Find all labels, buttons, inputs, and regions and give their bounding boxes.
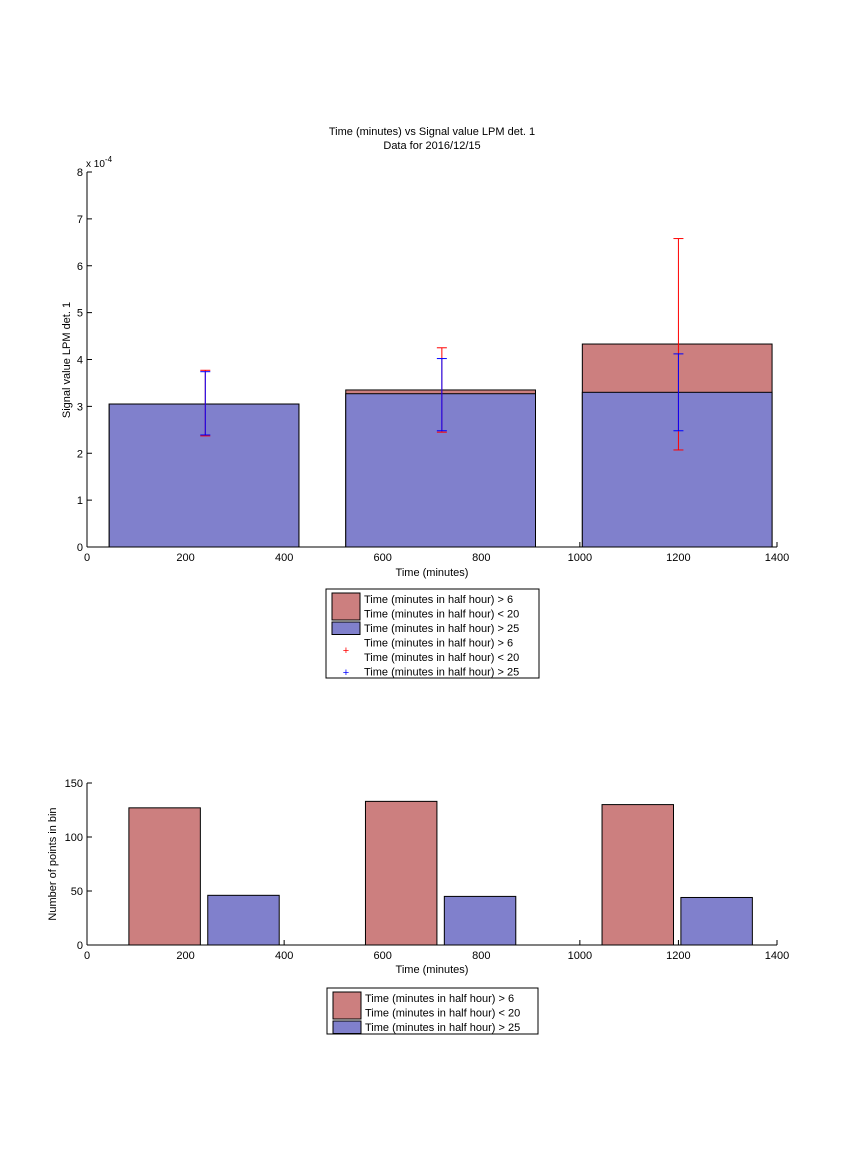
legend-swatch [332,991,362,1020]
svg-text:x 10-4: x 10-4 [86,155,113,170]
legend-label: Time (minutes in half hour) < 20 [364,652,519,664]
x-axis-label: Time (minutes) [396,567,469,579]
x-tick-label: 400 [275,552,293,564]
legend-box [325,588,540,679]
x-tick-label: 800 [472,950,490,962]
bar-red [364,800,438,946]
bar-blue [108,403,300,548]
x-tick-label: 200 [176,552,194,564]
x-tick-label: 1400 [765,950,789,962]
legend-marker: + [343,645,349,657]
legend-label: Time (minutes in half hour) > 25 [365,1022,520,1034]
y-tick-label: 4 [77,355,83,367]
bar-red [128,807,201,946]
chart-subtitle: Data for 2016/12/15 [383,140,480,152]
x-tick-label: 1200 [666,552,690,564]
y-tick-label: 0 [77,940,83,952]
x-tick-label: 1000 [568,552,592,564]
y-tick-label: 50 [71,886,83,898]
x-tick-label: 200 [176,950,194,962]
y-tick-label: 100 [65,832,83,844]
y-exponent-power: -4 [105,155,113,164]
chart-title: Time (minutes) vs Signal value LPM det. … [329,126,535,138]
legend-label: Time (minutes in half hour) < 20 [364,609,519,621]
y-tick-label: 0 [77,542,83,554]
y-exponent-label: x 10-4 [86,155,113,170]
y-tick-label: 1 [77,495,83,507]
legend-box [326,987,539,1035]
y-axis-label: Number of points in bin [47,807,59,920]
x-axis-label: Time (minutes) [396,964,469,976]
x-tick-label: 1400 [765,552,789,564]
x-tick-label: 600 [374,950,392,962]
bar-blue [345,393,536,548]
legend-label: Time (minutes in half hour) > 6 [364,638,513,650]
legend-label: Time (minutes in half hour) > 6 [365,993,514,1005]
y-tick-label: 150 [65,778,83,790]
legend: Time (minutes in half hour) > 6 Time (min… [326,987,539,1035]
y-tick-label: 7 [77,214,83,226]
x-tick-label: 400 [275,950,293,962]
x-tick-label: 800 [472,552,490,564]
x-tick-label: 0 [84,950,90,962]
signal-chart: Time (minutes) vs Signal value LPM det. … [61,126,789,679]
legend-marker: + [343,667,349,679]
y-axis-label: Signal value LPM det. 1 [61,302,73,418]
legend-swatch [332,1020,362,1034]
bar-blue [207,894,280,946]
y-tick-label: 5 [77,308,83,320]
y-tick-label: 8 [77,167,83,179]
bar-blue [680,896,753,946]
bar-red [601,804,674,946]
plot-area: 0 200 400 600 800 1000 1200 1400 0 1 2 3 4 5 6 7 8 [77,167,789,564]
legend-label: Time (minutes in half hour) < 20 [365,1008,520,1020]
legend: Time (minutes in half hour) > 6 Time (min… [325,588,540,679]
legend-label: Time (minutes in half hour) > 6 [364,594,513,606]
bar-blue [443,895,517,946]
legend-swatch [331,592,361,621]
plot-area: 0 200 400 600 800 1000 1200 1400 0 50 100 150 [65,778,790,962]
legend-swatch [331,621,361,635]
legend-label: Time (minutes in half hour) > 25 [364,667,519,679]
bar-blue [581,391,773,548]
x-tick-label: 1200 [666,950,690,962]
x-tick-label: 600 [374,552,392,564]
legend-label: Time (minutes in half hour) > 25 [364,623,519,635]
y-tick-label: 6 [77,261,83,273]
x-tick-label: 0 [84,552,90,564]
x-tick-label: 1000 [568,950,592,962]
y-tick-label: 3 [77,401,83,413]
y-exponent-base: x 10 [86,159,105,170]
y-tick-label: 2 [77,448,83,460]
count-chart: Time (minutes) Number of points in bin 0… [47,778,790,1035]
